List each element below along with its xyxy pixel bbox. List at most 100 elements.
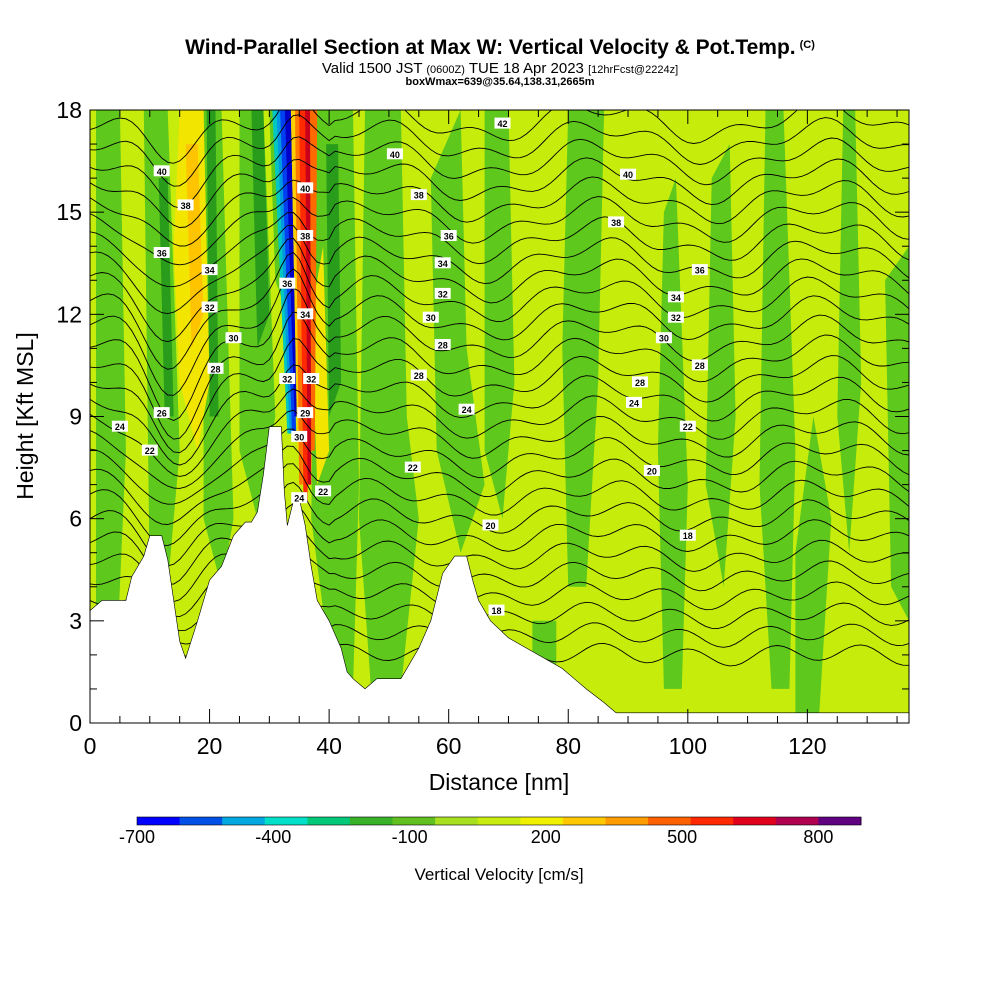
subtitle-date: TUE 18 Apr 2023 xyxy=(468,60,584,77)
subtitle-valid: Valid 1500 JST xyxy=(321,60,423,77)
subtitle-utc: (0600Z) xyxy=(426,64,465,76)
field-region-core xyxy=(280,110,297,434)
y-tick-label: 6 xyxy=(69,506,82,532)
field-region-strong-downdraft xyxy=(158,178,174,417)
contour-label-text: 29 xyxy=(300,409,310,419)
colorbar-swatch xyxy=(562,817,606,825)
contour-label-box xyxy=(207,362,224,374)
contour-label-text: 20 xyxy=(647,467,657,477)
contour-label: 24 xyxy=(626,396,642,408)
contour-label-text: 38 xyxy=(300,232,310,242)
subtitle-forecast: [12hrFcst@2224z] xyxy=(588,64,679,76)
contour-label-text: 34 xyxy=(438,259,448,269)
y-tick-label: 3 xyxy=(69,608,82,634)
contour-label-box xyxy=(297,230,314,241)
isentrope-line xyxy=(90,268,909,396)
contour-label-text: 24 xyxy=(294,494,304,504)
contour-label-box xyxy=(201,264,218,276)
contour-label-text: 30 xyxy=(426,313,436,323)
chart-subtitle: Valid 1500 JST (0600Z) TUE 18 Apr 2023 [… xyxy=(0,60,1000,77)
contour-label-box xyxy=(410,369,427,381)
isentrope-line xyxy=(90,338,909,454)
contour-label-text: 30 xyxy=(228,334,238,344)
contour-label-text: 36 xyxy=(444,232,454,242)
contour-label-box xyxy=(632,376,648,388)
contour-label-box xyxy=(153,165,170,177)
contour-label-text: 28 xyxy=(210,364,220,374)
contour-label-text: 20 xyxy=(485,521,495,531)
field-region-strong-downdraft xyxy=(206,110,219,417)
colorbar-swatch xyxy=(435,817,479,825)
contour-label-text: 36 xyxy=(157,249,167,259)
contour-label-text: 28 xyxy=(438,341,448,351)
colorbar-tick-label: 200 xyxy=(531,827,561,847)
colorbar-tick-label: -700 xyxy=(119,827,155,847)
contour-label-box xyxy=(608,216,625,228)
isentrope-line xyxy=(90,311,909,440)
colorbar-swatch xyxy=(648,817,692,825)
isentrope-line xyxy=(90,136,909,209)
field-region-core xyxy=(310,110,318,451)
contour-label-text: 22 xyxy=(408,463,418,473)
colorbar-swatch xyxy=(520,817,564,825)
contour-label-text: 18 xyxy=(491,606,501,616)
contour-label-box xyxy=(201,301,218,313)
contour-label: 30 xyxy=(291,430,308,442)
x-tick-label: 0 xyxy=(84,733,97,759)
contour-label: 38 xyxy=(410,189,427,201)
contour-label-box xyxy=(111,420,128,432)
contour-label: 22 xyxy=(315,485,332,497)
contour-label: 38 xyxy=(608,216,625,228)
colorbar-tick-label: 500 xyxy=(667,827,697,847)
contour-label-text: 30 xyxy=(659,334,669,344)
isentrope-line xyxy=(90,388,909,477)
isentrope-line xyxy=(90,428,909,505)
contour-label-box xyxy=(297,308,314,320)
contour-label-box xyxy=(679,529,696,541)
contour-label-box xyxy=(667,311,684,323)
chart-title: Wind-Parallel Section at Max W: Vertical… xyxy=(0,36,1000,60)
contour-label-box xyxy=(410,189,427,201)
contour-label-box xyxy=(303,373,320,384)
field-region-downdraft xyxy=(562,110,605,587)
contour-label: 28 xyxy=(434,339,451,351)
isentrope-line xyxy=(90,237,909,343)
contour-label-box xyxy=(279,277,296,289)
contour-label: 36 xyxy=(440,230,457,242)
colorbar-swatch xyxy=(349,817,393,825)
isentrope-line xyxy=(90,364,909,466)
contour-label: 38 xyxy=(177,199,194,211)
contour-label-text: 32 xyxy=(671,313,681,323)
contour-label-box xyxy=(422,311,439,323)
isentrope-line xyxy=(90,196,909,266)
copyright-mark: (C) xyxy=(799,39,815,51)
y-tick-label: 15 xyxy=(56,199,82,225)
contour-label-box xyxy=(679,420,696,432)
contour-labels: 42 40 40 40 40 38 38 38 38 36 36 34 36 34 36 32 34 32 34 30… xyxy=(111,117,708,616)
y-axis-title: Height [Kft MSL] xyxy=(12,332,38,499)
contour-label-text: 22 xyxy=(145,446,155,456)
contour-label-text: 34 xyxy=(300,310,310,320)
contour-label-text: 36 xyxy=(282,279,292,289)
field-region-downdraft xyxy=(96,110,126,723)
contour-label: 34 xyxy=(297,308,314,320)
field-region-downdraft xyxy=(430,110,485,553)
contour-label: 32 xyxy=(201,301,218,313)
contour-label: 22 xyxy=(404,461,421,473)
isentrope-line xyxy=(90,445,909,525)
contour-label: 22 xyxy=(141,444,158,456)
colorbar-title: Vertical Velocity [cm/s] xyxy=(414,865,583,884)
contour-label: 38 xyxy=(297,230,314,242)
contour-label-box xyxy=(434,257,451,269)
contour-label-text: 34 xyxy=(671,293,681,303)
contour-label-text: 38 xyxy=(414,191,424,201)
contour-label: 28 xyxy=(207,362,224,374)
y-tick-label: 0 xyxy=(69,710,82,736)
colorbar-swatch xyxy=(733,817,777,825)
isentrope-line xyxy=(90,463,909,547)
contour-label-box xyxy=(691,359,708,371)
isentrope-line xyxy=(90,409,909,489)
contour-label: 34 xyxy=(434,257,451,269)
contour-label-text: 34 xyxy=(205,266,215,276)
